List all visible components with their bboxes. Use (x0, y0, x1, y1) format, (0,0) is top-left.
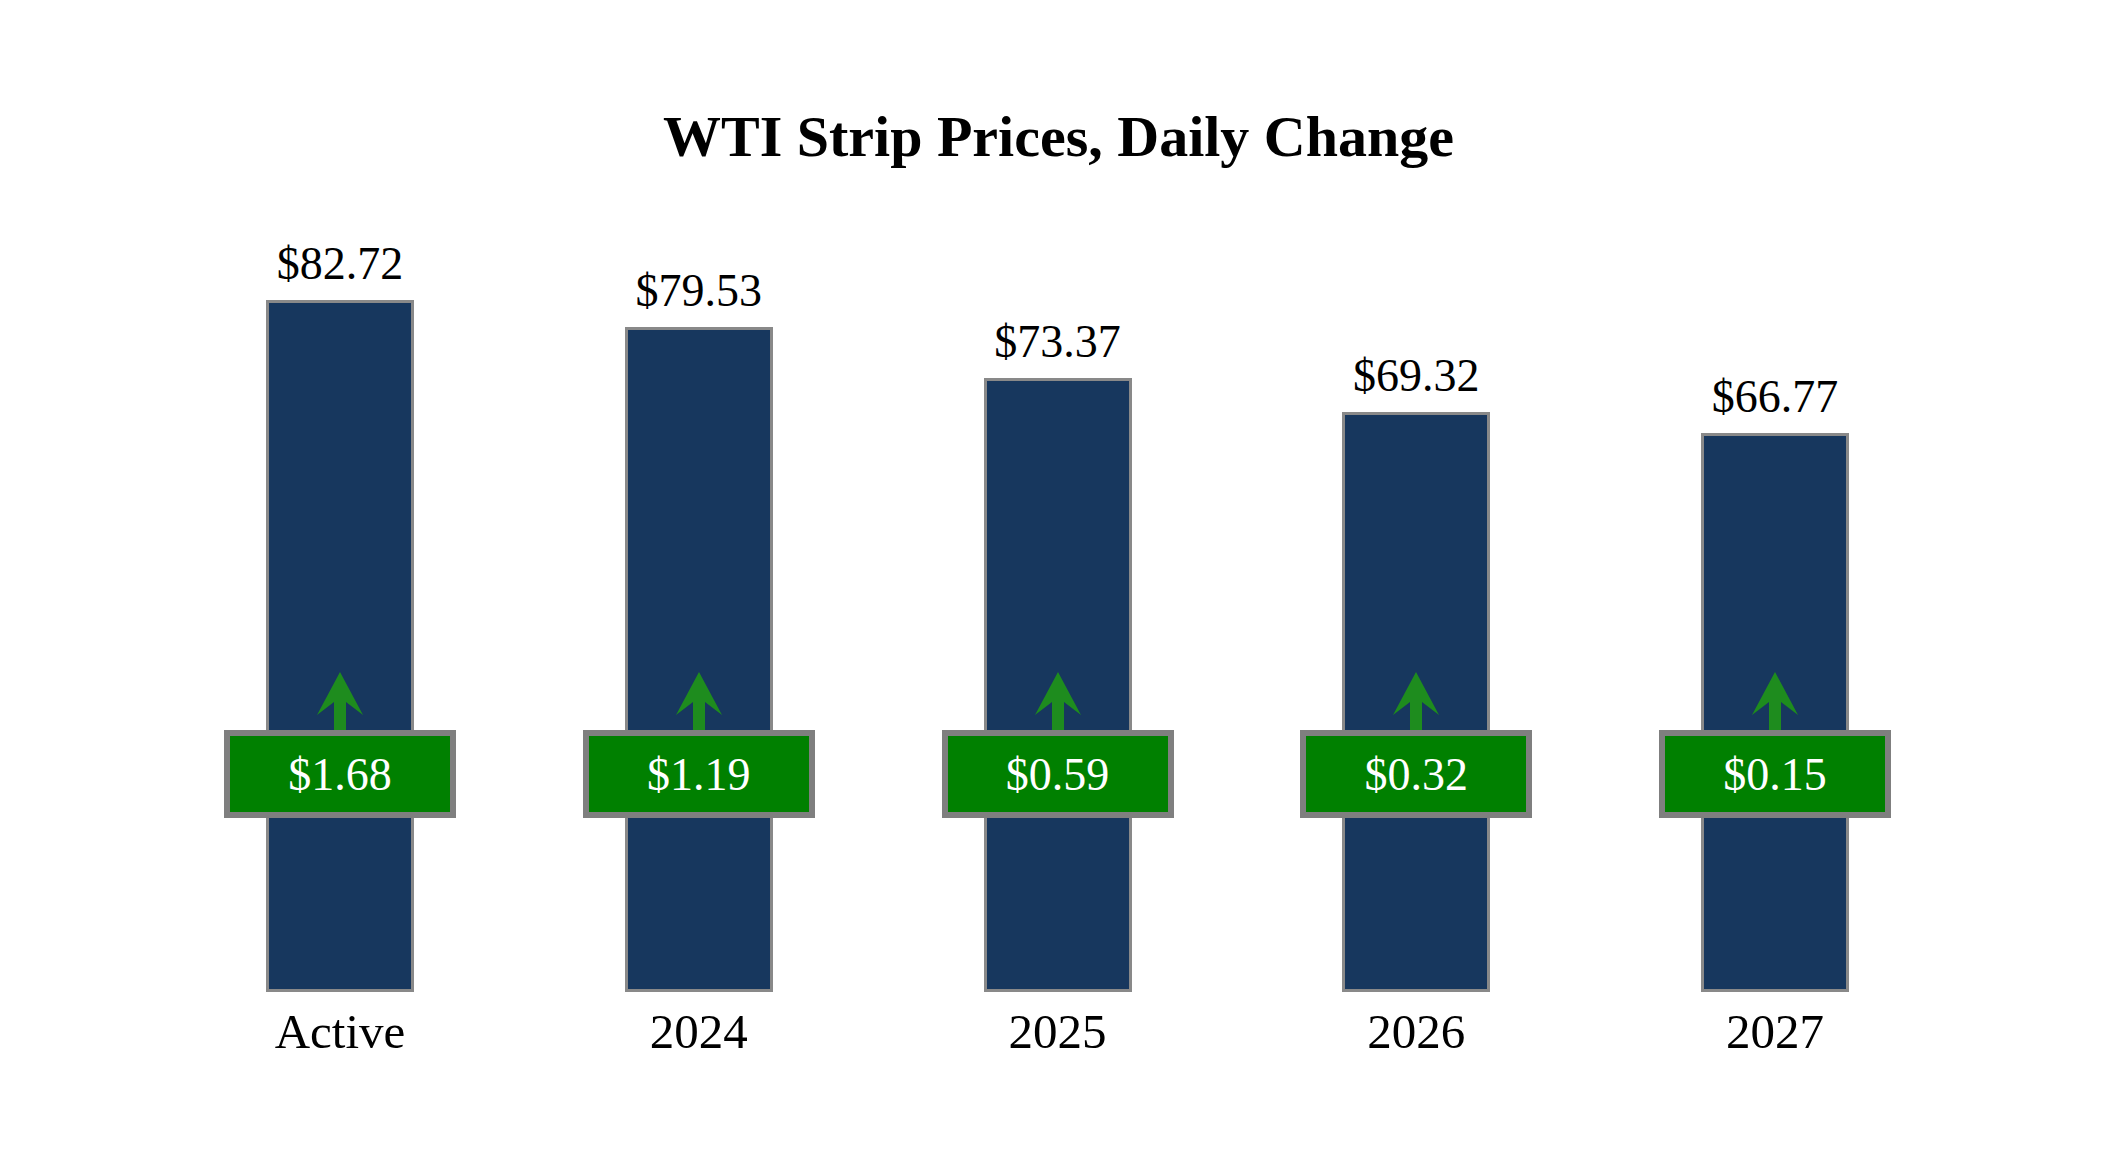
up-arrow-icon (1390, 672, 1442, 730)
category-label: Active (190, 1003, 490, 1061)
category-label: 2025 (908, 1003, 1208, 1061)
category-label: 2024 (549, 1003, 849, 1061)
change-label: $0.32 (1365, 748, 1469, 801)
price-bar (266, 300, 414, 992)
change-label: $0.15 (1723, 748, 1827, 801)
up-arrow-icon (1032, 672, 1084, 730)
chart-canvas: WTI Strip Prices, Daily Change $82.72 $1… (0, 0, 2112, 1152)
up-arrow-icon (314, 672, 366, 730)
bar-group: $73.37 $0.59 2025 (908, 0, 1208, 1152)
bar-group: $79.53 $1.19 2024 (549, 0, 849, 1152)
price-label: $82.72 (190, 238, 490, 290)
bar-group: $66.77 $0.15 2027 (1625, 0, 1925, 1152)
bar-group: $82.72 $1.68 Active (190, 0, 490, 1152)
change-badge: $1.19 (583, 730, 815, 818)
change-label: $1.68 (288, 748, 392, 801)
change-label: $1.19 (647, 748, 751, 801)
price-bar (625, 327, 773, 992)
price-label: $66.77 (1625, 371, 1925, 423)
price-label: $73.37 (908, 316, 1208, 368)
change-badge: $1.68 (224, 730, 456, 818)
price-label: $79.53 (549, 265, 849, 317)
category-label: 2027 (1625, 1003, 1925, 1061)
up-arrow-icon (1749, 672, 1801, 730)
price-label: $69.32 (1266, 350, 1566, 402)
change-badge: $0.59 (942, 730, 1174, 818)
up-arrow-icon (673, 672, 725, 730)
category-label: 2026 (1266, 1003, 1566, 1061)
change-badge: $0.15 (1659, 730, 1891, 818)
bar-group: $69.32 $0.32 2026 (1266, 0, 1566, 1152)
change-label: $0.59 (1006, 748, 1110, 801)
change-badge: $0.32 (1300, 730, 1532, 818)
